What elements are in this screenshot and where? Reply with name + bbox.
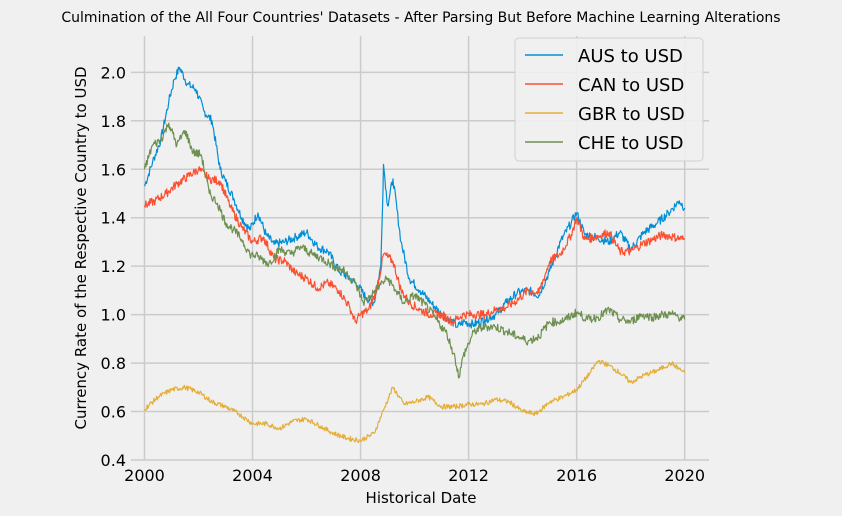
x-axis-ticks: 2000 2004 2008 2012 2016 2020 xyxy=(124,466,705,485)
series-line-che-to-usd xyxy=(143,122,686,379)
y-tick-label: 2.0 xyxy=(101,63,126,82)
y-tick-label: 1.6 xyxy=(101,160,126,179)
x-tick-label: 2004 xyxy=(232,466,273,485)
y-tick-label: 1.4 xyxy=(101,209,126,228)
series-line-aus-to-usd xyxy=(143,66,686,329)
y-tick-label: 0.6 xyxy=(101,403,126,422)
x-tick-label: 2020 xyxy=(664,466,705,485)
x-tick-label: 2008 xyxy=(340,466,381,485)
legend-label: CAN to USD xyxy=(578,75,684,96)
y-tick-label: 1.2 xyxy=(101,257,126,276)
x-tick-label: 2012 xyxy=(448,466,489,485)
legend-label: CHE to USD xyxy=(578,133,683,154)
legend-label: AUS to USD xyxy=(578,46,683,67)
legend-label: GBR to USD xyxy=(578,104,685,125)
y-tick-label: 0.4 xyxy=(101,451,126,470)
y-tick-label: 1.0 xyxy=(101,306,126,325)
x-tick-label: 2000 xyxy=(124,466,165,485)
series-line-can-to-usd xyxy=(143,166,686,326)
series-line-gbr-to-usd xyxy=(143,359,686,444)
y-axis-ticks: 0.4 0.6 0.8 1.0 1.2 1.4 1.6 1.8 2.0 xyxy=(101,63,126,470)
x-axis-label: Historical Date xyxy=(366,489,477,507)
chart-title: Culmination of the All Four Countries' D… xyxy=(61,10,780,26)
legend: AUS to USD CAN to USD GBR to USD CHE to USD xyxy=(514,37,704,162)
y-axis-label: Currency Rate of the Respective Country … xyxy=(72,66,90,429)
y-tick-label: 0.8 xyxy=(101,354,126,373)
y-tick-label: 1.8 xyxy=(101,112,126,131)
data-series xyxy=(143,66,686,444)
legend-box xyxy=(514,37,704,162)
x-tick-label: 2016 xyxy=(556,466,597,485)
